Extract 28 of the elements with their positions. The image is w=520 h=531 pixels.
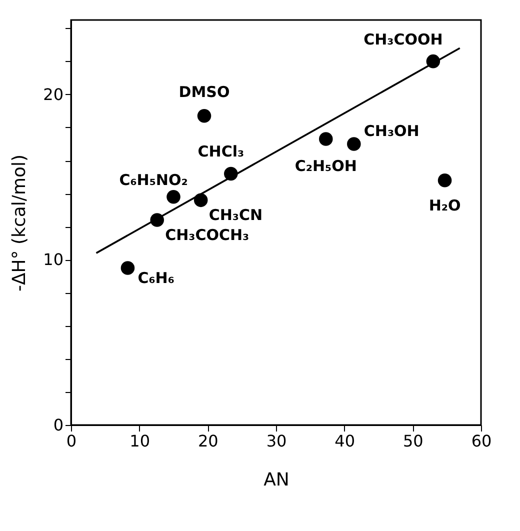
point bbox=[166, 190, 180, 204]
x-tick-label: 60 bbox=[471, 432, 492, 450]
point bbox=[438, 173, 452, 188]
x-axis-title: AN bbox=[264, 470, 290, 490]
x-tick-label: 30 bbox=[266, 432, 287, 450]
x-tick-label: 50 bbox=[402, 432, 424, 450]
annotation: CH₃COCH₃ bbox=[165, 226, 250, 244]
x-tick-label: 10 bbox=[130, 432, 150, 450]
annotation: CH₃OH bbox=[364, 122, 420, 140]
x-tick-label: 20 bbox=[198, 432, 218, 450]
annotation: CH₃COOH bbox=[364, 30, 443, 48]
y-axis-title: -ΔH° (kcal/mol) bbox=[9, 154, 30, 292]
y-tick-label: 0 bbox=[53, 416, 64, 434]
annotation: C₂H₅OH bbox=[294, 157, 357, 176]
annotation: H₂O bbox=[428, 196, 461, 214]
point bbox=[347, 137, 361, 151]
x-tick-label: 0 bbox=[66, 432, 77, 450]
annotation: C₆H₆ bbox=[138, 268, 174, 287]
x-tick-label: 40 bbox=[334, 432, 356, 450]
y-tick-label: 10 bbox=[43, 250, 64, 270]
annotation: DMSO bbox=[178, 82, 230, 101]
y-tick-label: 20 bbox=[43, 84, 64, 104]
annotation: C₆H₅NO₂ bbox=[119, 170, 188, 189]
annotation: CHCl₃ bbox=[198, 142, 244, 161]
point bbox=[318, 132, 333, 146]
annotation: CH₃CN bbox=[208, 206, 263, 224]
point bbox=[120, 261, 135, 275]
point bbox=[197, 109, 212, 123]
